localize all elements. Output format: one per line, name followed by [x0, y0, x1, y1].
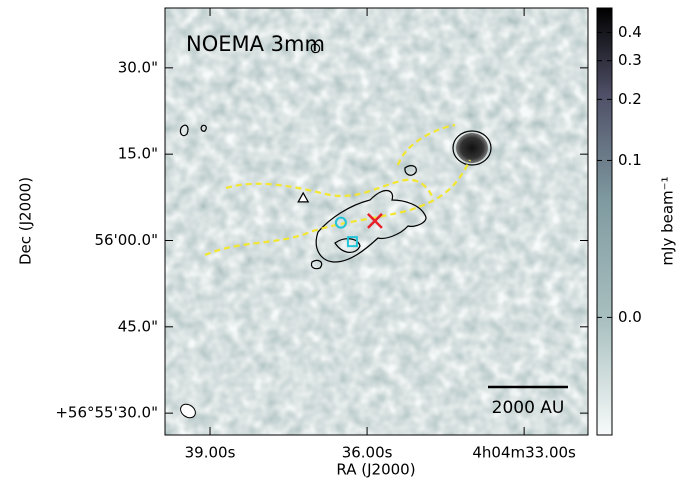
scale-bar-label: 2000 AU	[492, 398, 565, 418]
x-tick-label: 36.00s	[342, 444, 393, 462]
colorbar-gradient	[596, 7, 613, 436]
y-axis-label: Dec (J2000)	[17, 177, 35, 265]
marker-square	[346, 236, 358, 248]
source	[456, 133, 488, 163]
colorbar: 0.0 0.1 0.2 0.3 0.4	[596, 7, 642, 436]
x-tick-label: 39.00s	[185, 444, 236, 462]
frame	[164, 7, 589, 436]
beam	[180, 403, 196, 419]
marker-triangle	[297, 191, 310, 203]
colorbar-tick-label: 0.4	[618, 23, 642, 41]
marker-circle	[334, 216, 347, 229]
y-tick-label: 45.0"	[118, 317, 158, 335]
x-axis-label: RA (J2000)	[336, 461, 415, 479]
y-tick-label: 30.0"	[118, 58, 158, 76]
colorbar-tick-label: 0.1	[618, 151, 642, 169]
y-tick-label: 56'00.0"	[94, 231, 158, 249]
colorbar-label: mJy beam⁻¹	[659, 176, 677, 265]
contours	[179, 43, 492, 270]
colorbar-tick-label: 0.0	[618, 308, 642, 326]
x-tick-label: 4h04m33.00s	[472, 444, 576, 462]
y-tick-label: +56°55'30.0"	[55, 404, 158, 422]
colorbar-tick-label: 0.2	[618, 90, 642, 108]
chart-title: NOEMA 3mm	[186, 32, 325, 56]
colorbar-tick-label: 0.3	[618, 51, 642, 69]
image	[165, 8, 588, 435]
filament-lines	[204, 123, 471, 257]
marker-cross	[367, 213, 383, 229]
y-tick-label: 15.0"	[118, 145, 158, 163]
